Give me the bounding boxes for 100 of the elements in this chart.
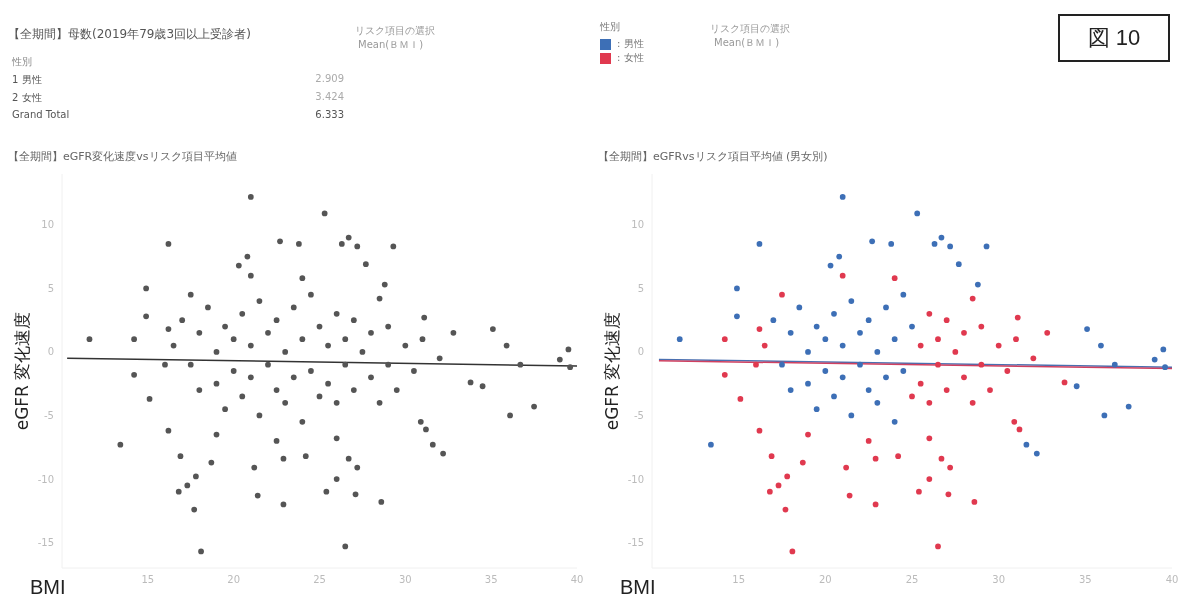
point	[761, 342, 768, 349]
point	[872, 455, 879, 462]
point	[961, 374, 967, 381]
point	[891, 418, 898, 425]
point	[874, 349, 881, 355]
point	[1084, 326, 1090, 332]
point	[805, 380, 811, 387]
point	[1033, 450, 1040, 457]
point	[935, 336, 941, 343]
point	[787, 387, 794, 393]
point	[756, 241, 763, 247]
point	[721, 336, 728, 343]
category-label: 1 男性	[12, 73, 42, 87]
y-tick-label: 10	[631, 219, 644, 231]
y-tick-label: 5	[637, 282, 644, 294]
point	[900, 291, 907, 298]
point	[1004, 368, 1011, 374]
x-tick-label: 25	[905, 574, 919, 586]
point	[784, 473, 791, 480]
point	[1030, 355, 1037, 362]
y-tick-label: -15	[627, 537, 644, 549]
point	[938, 455, 945, 462]
point	[865, 317, 872, 324]
data-label: 2.909	[315, 73, 344, 84]
point	[831, 310, 837, 317]
point	[969, 399, 976, 406]
point	[935, 543, 941, 550]
point	[1061, 379, 1068, 386]
text: リスク項目の選択	[355, 24, 435, 38]
point	[787, 330, 794, 336]
point	[756, 326, 763, 332]
point	[961, 330, 967, 336]
point	[983, 243, 990, 250]
point	[848, 412, 855, 419]
point	[839, 194, 846, 200]
point	[839, 342, 846, 349]
point	[836, 253, 843, 260]
point	[822, 336, 829, 343]
point	[813, 323, 820, 330]
y-tick-label: -10	[627, 473, 644, 485]
point	[789, 548, 796, 555]
point	[753, 361, 759, 368]
point	[734, 313, 740, 320]
point	[995, 342, 1002, 349]
point	[1016, 426, 1023, 433]
x-tick-label: 35	[1078, 574, 1092, 586]
point	[895, 453, 902, 460]
x-tick-label: 20	[818, 574, 832, 586]
point	[947, 464, 954, 471]
point	[839, 272, 846, 279]
point	[827, 262, 834, 269]
x-tick-label: 40	[570, 574, 584, 586]
point	[931, 241, 938, 247]
y-tick-label: -5	[634, 410, 644, 422]
point	[1160, 346, 1167, 353]
point	[947, 243, 954, 250]
point	[916, 488, 922, 495]
point	[1011, 418, 1018, 425]
chart-title: 【全期間】eGFR変化速度vsリスク項目平均値	[8, 149, 237, 164]
point	[917, 380, 924, 387]
legend-label: : 男性	[616, 37, 644, 51]
point	[987, 387, 993, 393]
point	[926, 435, 933, 442]
y-tick-label: -15	[37, 537, 54, 549]
point	[779, 291, 785, 298]
point	[799, 459, 806, 466]
point	[1013, 336, 1019, 343]
point	[1101, 412, 1108, 419]
point	[971, 499, 978, 505]
point	[955, 261, 962, 268]
point	[945, 491, 952, 498]
x-tick-label: 35	[484, 574, 498, 586]
point	[974, 281, 981, 288]
point	[857, 330, 863, 336]
point	[1014, 314, 1021, 321]
point	[935, 361, 941, 368]
y-tick-label: 10	[41, 219, 54, 231]
point	[1098, 342, 1104, 349]
point	[1162, 364, 1168, 371]
data-label: 3.424	[315, 91, 344, 102]
point	[926, 310, 933, 317]
chart-title: 【全期間】eGFRvsリスク項目平均値 (男女別)	[598, 149, 828, 164]
point	[846, 492, 853, 499]
x-tick-label: 30	[992, 574, 1006, 586]
point	[938, 234, 945, 241]
y-tick-label: 0	[47, 346, 54, 358]
point	[891, 275, 898, 282]
y-tick-label: -5	[44, 410, 54, 422]
x-tick-label: 15	[141, 574, 155, 586]
point	[865, 438, 872, 444]
point	[917, 342, 924, 349]
legend-title: 性別	[12, 55, 32, 69]
point	[978, 323, 985, 330]
point	[1023, 441, 1030, 448]
point	[926, 399, 933, 406]
point	[926, 476, 933, 482]
point	[768, 453, 775, 460]
point	[883, 304, 889, 311]
point	[943, 317, 950, 324]
y-axis-title: eGFR 変化速度	[12, 311, 33, 431]
